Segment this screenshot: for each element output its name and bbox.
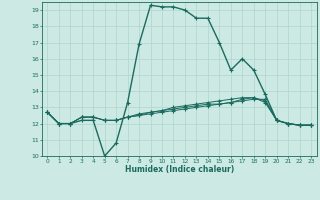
X-axis label: Humidex (Indice chaleur): Humidex (Indice chaleur) [124, 165, 234, 174]
